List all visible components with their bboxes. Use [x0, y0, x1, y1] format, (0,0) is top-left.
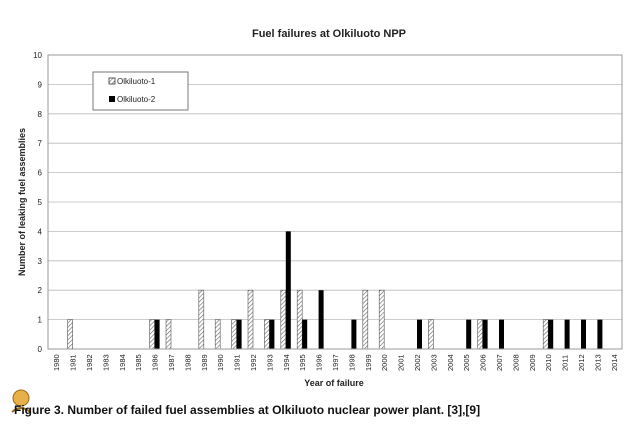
x-tick-label: 1989	[200, 354, 209, 371]
bar-olkiluoto-2-2006	[482, 319, 488, 349]
x-tick-label: 1981	[69, 354, 78, 371]
x-tick-label: 2013	[593, 354, 602, 371]
bar-olkiluoto-1-2003	[428, 319, 434, 350]
bar-olkiluoto-2-1986	[154, 319, 160, 349]
x-tick-label: 1982	[85, 354, 94, 371]
x-tick-label: 1985	[134, 354, 143, 371]
bar-olkiluoto-2-2002	[417, 319, 422, 349]
y-tick-label: 6	[38, 169, 43, 178]
x-axis-label: Year of failure	[304, 378, 364, 388]
x-tick-label: 2002	[413, 354, 422, 371]
bar-olkiluoto-2-1993	[269, 319, 275, 349]
bar-olkiluoto-2-1998	[351, 319, 357, 349]
x-tick-label: 1993	[265, 354, 274, 371]
y-tick-label: 1	[38, 316, 43, 325]
bar-olkiluoto-2-2013	[597, 319, 603, 349]
bar-olkiluoto-1-2006	[477, 319, 483, 350]
x-tick-label: 1980	[52, 354, 61, 371]
x-tick-label: 2008	[511, 354, 520, 371]
x-tick-label: 2010	[544, 354, 553, 371]
bar-olkiluoto-1-1991	[231, 319, 237, 350]
bar-olkiluoto-1-1986	[149, 319, 155, 350]
y-tick-labels: 0 1 2 3 4 5 6 7 8 9 10	[33, 51, 42, 354]
x-tick-label: 1983	[101, 354, 110, 371]
plot-area	[47, 54, 623, 350]
x-tick-label: 1997	[331, 354, 340, 371]
y-tick-label: 5	[38, 198, 43, 207]
figure-caption: Figure 3. Number of failed fuel assembli…	[14, 403, 481, 417]
x-tick-label: 2001	[397, 354, 406, 371]
x-tick-label: 1995	[298, 354, 307, 371]
x-tick-label: 2009	[528, 354, 537, 371]
x-tick-label: 2011	[561, 355, 570, 371]
bar-olkiluoto-2-1994	[285, 231, 291, 349]
chart: Fuel failures at Olkiluoto NPP 0 1 2 3 4 5 6 7 8…	[17, 28, 623, 388]
x-tick-label: 1992	[249, 354, 258, 371]
bar-olkiluoto-1-1992	[247, 289, 254, 350]
x-tick-label: 1994	[282, 354, 291, 371]
bar-olkiluoto-2-1995	[302, 319, 308, 349]
bar-olkiluoto-2-2011	[564, 319, 570, 349]
x-tick-label: 1987	[167, 354, 176, 371]
x-tick-label: 1990	[216, 354, 225, 371]
x-tick-labels: 1980 1981 1982 1983 1984 1985 1986 1987 1988 1989…	[52, 354, 619, 371]
x-tick-label: 1984	[118, 354, 127, 371]
x-tick-label: 2000	[380, 354, 389, 371]
bar-olkiluoto-1-1999	[362, 289, 369, 350]
bar-olkiluoto-1-1993	[264, 319, 270, 350]
y-tick-label: 4	[38, 227, 43, 236]
bar-olkiluoto-2-2012	[581, 319, 586, 349]
x-tick-label: 1991	[233, 354, 242, 371]
legend-swatch-olkiluoto-1	[108, 77, 116, 85]
x-tick-label: 2012	[577, 354, 586, 371]
bar-olkiluoto-1-1994	[280, 289, 287, 350]
y-tick-label: 10	[33, 51, 42, 60]
logo-icon	[11, 389, 31, 413]
legend: Olkiluoto-1 Olkiluoto-2	[92, 71, 189, 111]
bar-olkiluoto-1-1981	[67, 319, 73, 350]
x-tick-label: 2014	[610, 354, 619, 371]
x-tick-label: 1998	[347, 354, 356, 371]
y-axis-label: Number of leaking fuel assemblies	[17, 128, 27, 276]
x-tick-label: 2006	[479, 354, 488, 371]
bar-olkiluoto-1-1987	[165, 319, 172, 350]
x-tick-label: 2003	[429, 354, 438, 371]
bars	[67, 231, 603, 350]
chart-title: Fuel failures at Olkiluoto NPP	[252, 28, 406, 40]
bar-olkiluoto-1-1989	[198, 289, 205, 350]
bar-olkiluoto-2-2005	[466, 319, 472, 349]
y-tick-label: 0	[38, 345, 43, 354]
bar-olkiluoto-2-1996	[318, 290, 324, 349]
bar-olkiluoto-2-2010	[548, 319, 554, 349]
bar-olkiluoto-1-2000	[378, 289, 385, 350]
y-tick-label: 3	[38, 257, 43, 266]
x-tick-label: 1986	[151, 354, 160, 371]
x-tick-label: 2005	[462, 354, 471, 371]
x-tick-label: 1996	[315, 354, 324, 371]
x-tick-label: 2007	[495, 354, 504, 371]
y-tick-label: 2	[38, 286, 43, 295]
y-tick-label: 7	[38, 139, 43, 148]
bar-olkiluoto-2-1991	[236, 319, 242, 349]
bar-olkiluoto-2-2007	[499, 319, 504, 349]
y-tick-label: 9	[38, 80, 43, 89]
bar-olkiluoto-1-1990	[214, 319, 221, 350]
bar-olkiluoto-1-1995	[296, 289, 303, 350]
x-tick-label: 1988	[183, 354, 192, 371]
x-tick-label: 1999	[364, 354, 373, 371]
legend-label-olkiluoto-2: Olkiluoto-2	[117, 95, 156, 104]
x-tick-label: 2004	[446, 354, 455, 371]
y-tick-label: 8	[38, 110, 43, 119]
bar-olkiluoto-1-2010	[542, 319, 549, 350]
legend-swatch-olkiluoto-2	[109, 96, 115, 102]
legend-label-olkiluoto-1: Olkiluoto-1	[117, 77, 156, 86]
